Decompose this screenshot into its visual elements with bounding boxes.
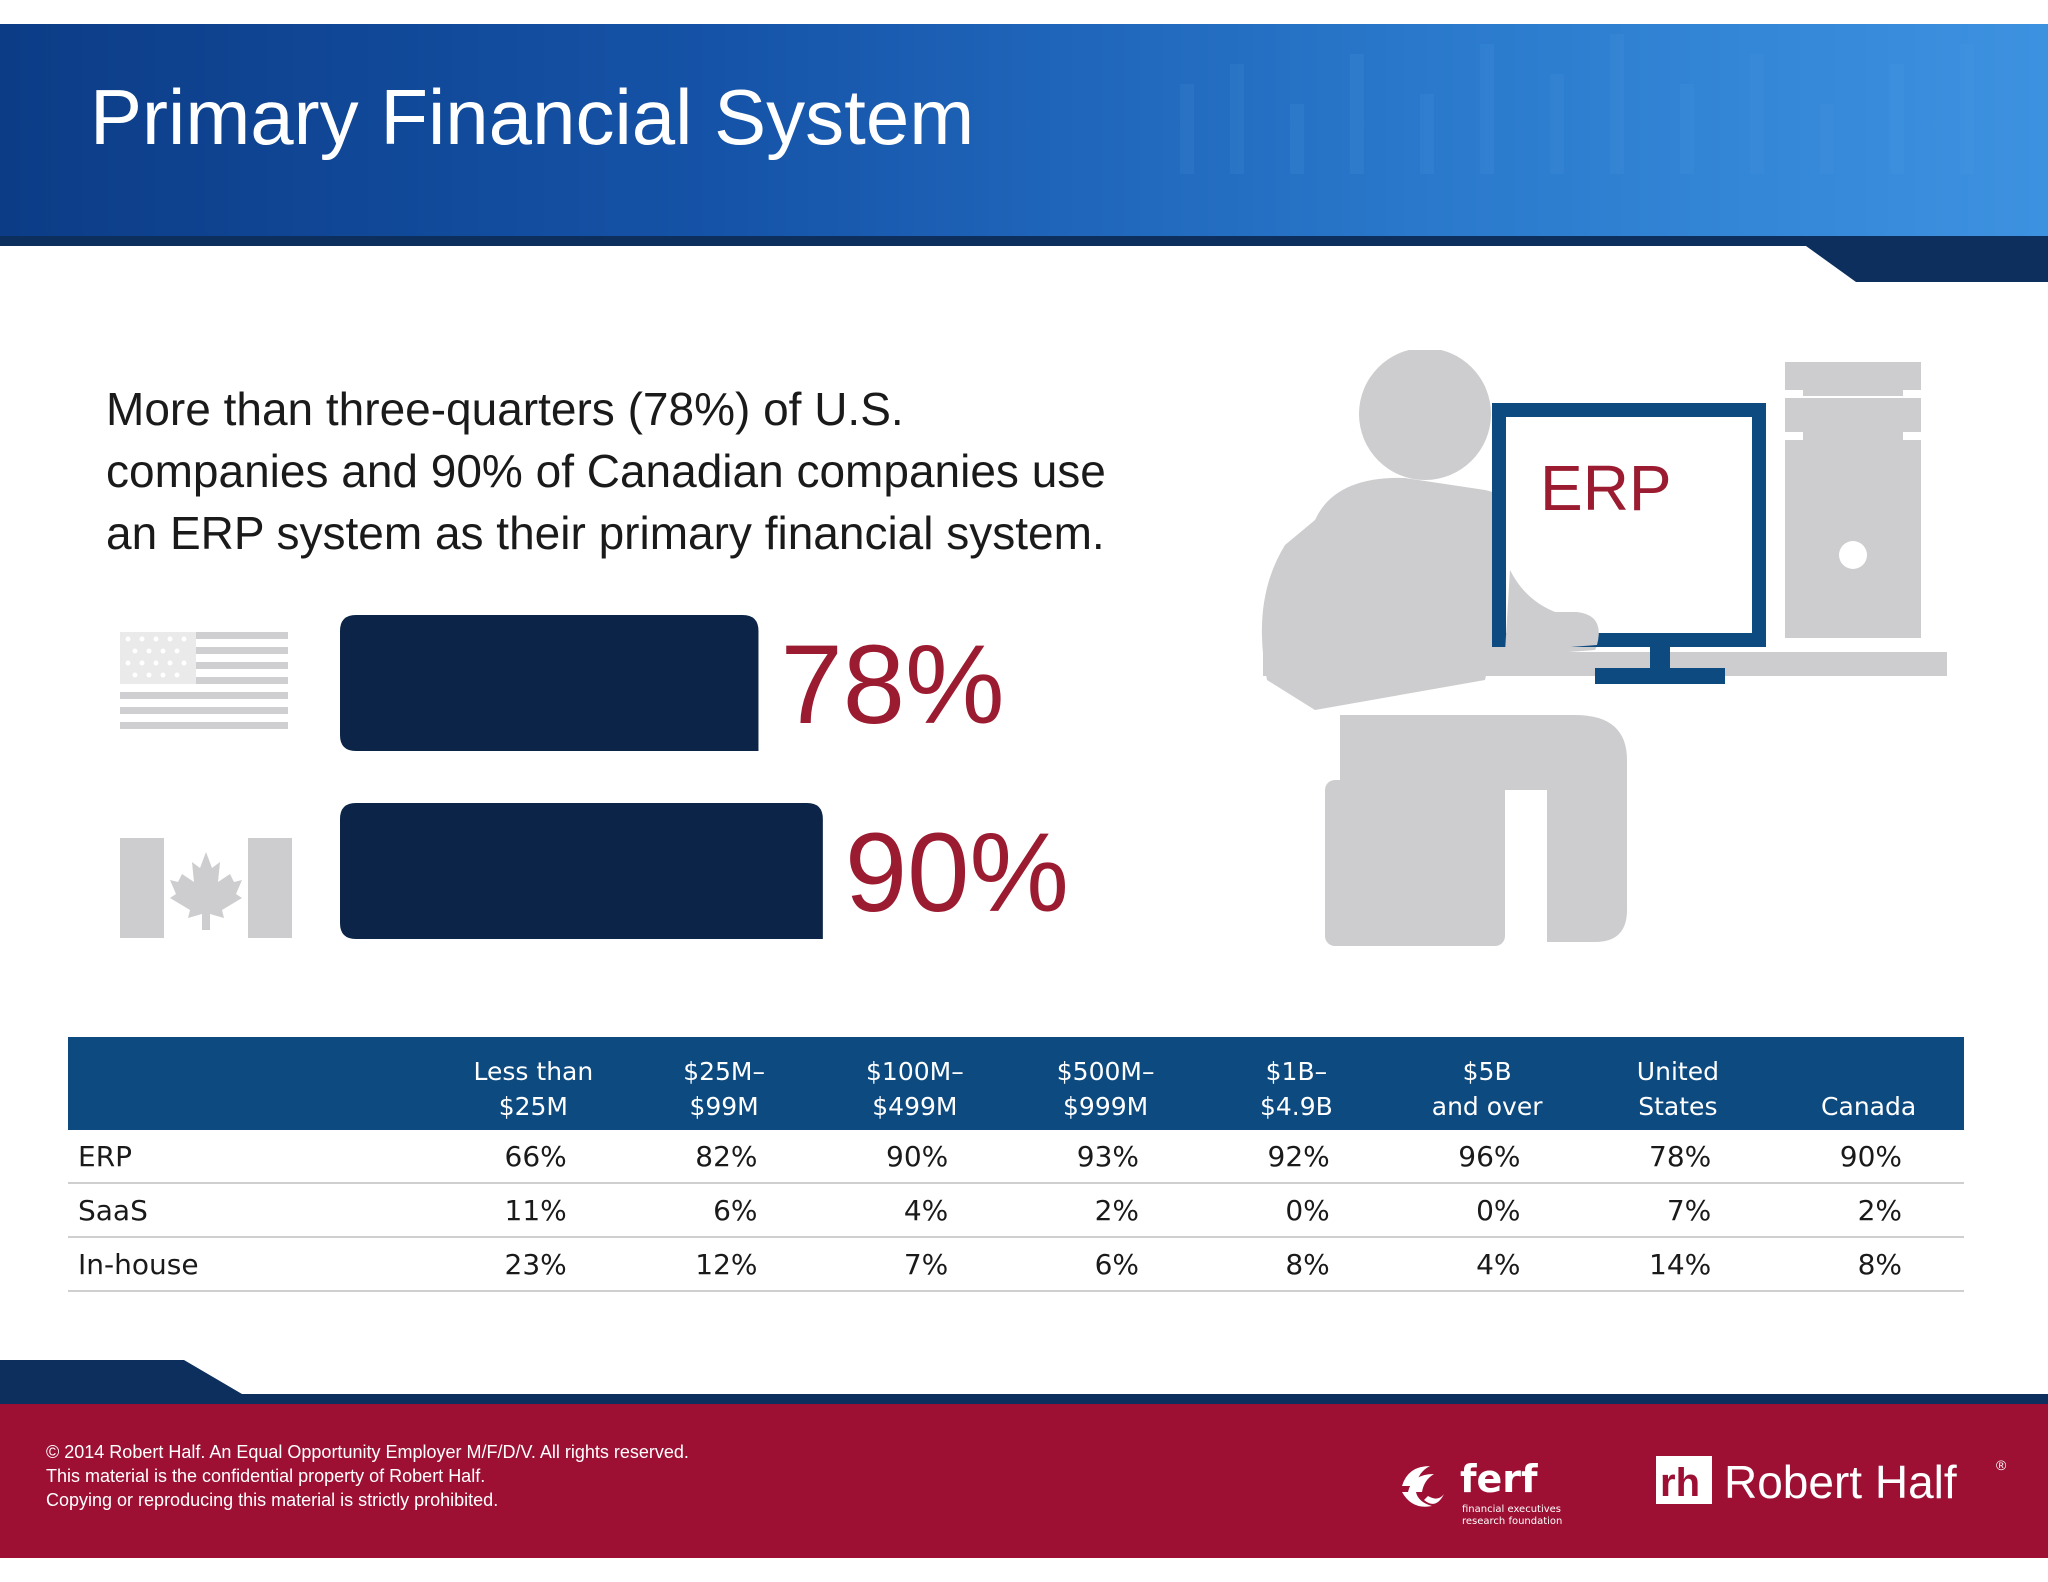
row-label: In-house	[68, 1237, 438, 1292]
table-cell: 2%	[1010, 1183, 1201, 1238]
page-title: Primary Financial System	[90, 73, 975, 161]
header-candlestick-pattern	[1180, 34, 1974, 174]
column-header: $500M– $999M	[1010, 1037, 1201, 1130]
table-cell: 7%	[819, 1237, 1011, 1292]
registered-mark: ®	[1996, 1457, 2007, 1473]
table-cell: 7%	[1582, 1183, 1774, 1238]
column-header: $1B– $4.9B	[1201, 1037, 1392, 1130]
column-header: Less than $25M	[438, 1037, 629, 1130]
table-header-corner	[68, 1037, 438, 1130]
bar-value-label: 90%	[845, 810, 1069, 935]
table-cell: 82%	[628, 1130, 820, 1184]
table-cell: 14%	[1582, 1237, 1774, 1292]
table-cell: 93%	[1010, 1130, 1201, 1184]
column-header: $25M– $99M	[628, 1037, 820, 1130]
header-corner-accent	[1806, 246, 2048, 282]
bar-canada	[340, 803, 823, 939]
row-label: SaaS	[68, 1183, 438, 1238]
table-cell: 6%	[1010, 1237, 1201, 1292]
table-cell: 66%	[438, 1130, 629, 1184]
table-cell: 4%	[1391, 1237, 1583, 1292]
table-cell: 23%	[438, 1237, 629, 1292]
table-cell: 12%	[628, 1237, 820, 1292]
person-at-computer-icon: ERP	[1261, 350, 1947, 946]
table-cell: 96%	[1391, 1130, 1583, 1184]
bar-united-states	[340, 615, 759, 751]
table-cell: 90%	[1773, 1130, 1964, 1184]
table-cell: 90%	[819, 1130, 1011, 1184]
row-label: ERP	[68, 1130, 438, 1184]
rh-wordmark: Robert Half	[1724, 1456, 1957, 1508]
copyright-line: © 2014 Robert Half. An Equal Opportunity…	[46, 1442, 689, 1462]
table-cell: 11%	[438, 1183, 629, 1238]
table-cell: 0%	[1391, 1183, 1583, 1238]
column-header: $5B and over	[1391, 1037, 1583, 1130]
copyright-line: This material is the confidential proper…	[46, 1466, 486, 1486]
ferf-tagline: research foundation	[1462, 1516, 1562, 1527]
monitor-icon	[1492, 403, 1766, 684]
table-cell: 4%	[819, 1183, 1011, 1238]
table-cell: 78%	[1582, 1130, 1774, 1184]
table-row: SaaS 11% 6% 4% 2% 0% 0% 7% 2%	[68, 1183, 1964, 1238]
table-cell: 8%	[1201, 1237, 1392, 1292]
table-row: ERP 66% 82% 90% 93% 92% 96% 78% 90%	[68, 1130, 1964, 1184]
headline-line: More than three-quarters (78%) of U.S.	[106, 383, 904, 435]
ferf-swirl-icon	[1402, 1466, 1444, 1507]
canada-flag-icon	[120, 838, 292, 938]
robert-half-logo: rh Robert Half ®	[1656, 1456, 2007, 1508]
erp-usage-bar-chart: 78% 90%	[120, 615, 1069, 939]
computer-tower-icon	[1785, 362, 1921, 638]
table-header-row: Less than $25M $25M– $99M $100M– $499M $500…	[68, 1037, 1964, 1130]
copyright-line: Copying or reproducing this material is …	[46, 1490, 499, 1510]
table-cell: 8%	[1773, 1237, 1964, 1292]
footer-accent-band	[0, 1360, 2048, 1406]
column-header: $100M– $499M	[819, 1037, 1011, 1130]
column-header: Canada	[1773, 1037, 1964, 1130]
headline-line: an ERP system as their primary financial…	[106, 507, 1105, 559]
table-cell: 6%	[628, 1183, 820, 1238]
us-flag-icon	[120, 632, 288, 732]
erp-screen-label: ERP	[1540, 452, 1672, 524]
copyright-notice: © 2014 Robert Half. An Equal Opportunity…	[46, 1440, 689, 1512]
ferf-logo: ferf financial executives research found…	[1402, 1457, 1562, 1527]
header-band	[0, 24, 2048, 246]
ferf-tagline: financial executives	[1462, 1504, 1561, 1515]
financial-system-table: Less than $25M $25M– $99M $100M– $499M $500…	[68, 1037, 1964, 1292]
ferf-wordmark: ferf	[1460, 1457, 1538, 1501]
table-cell: 0%	[1201, 1183, 1392, 1238]
rh-mark-text: rh	[1660, 1461, 1700, 1505]
rh-mark-icon	[1656, 1456, 1712, 1504]
headline-text: More than three-quarters (78%) of U.S. c…	[106, 378, 1256, 564]
table-row: In-house 23% 12% 7% 6% 8% 4% 14% 8%	[68, 1237, 1964, 1292]
bar-value-label: 78%	[780, 622, 1004, 747]
table-cell: 92%	[1201, 1130, 1392, 1184]
table-cell: 2%	[1773, 1183, 1964, 1238]
headline-line: companies and 90% of Canadian companies …	[106, 445, 1106, 497]
header-underline	[0, 236, 2048, 246]
column-header: United States	[1582, 1037, 1774, 1130]
